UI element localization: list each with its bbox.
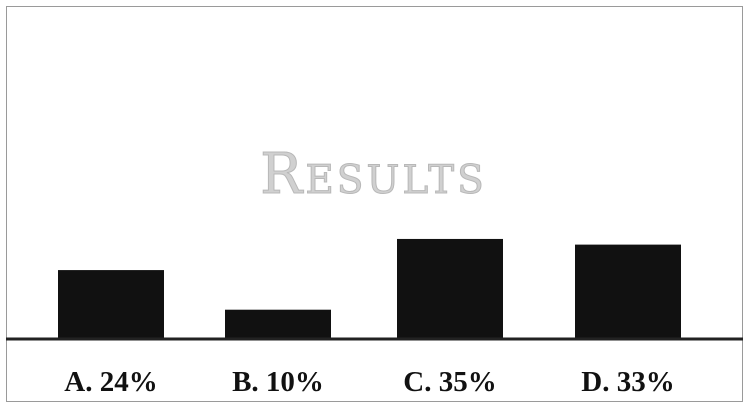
bar-label-b: B. 10% xyxy=(232,366,324,398)
bar-b xyxy=(225,309,331,338)
bar-label-d: D. 33% xyxy=(581,366,674,398)
bar-d xyxy=(575,244,681,338)
bar-a xyxy=(58,270,164,338)
chart-title: Results xyxy=(260,142,487,208)
bar-label-a: A. 24% xyxy=(64,366,157,398)
bar-label-c: C. 35% xyxy=(403,366,496,398)
bar-c xyxy=(397,238,503,338)
